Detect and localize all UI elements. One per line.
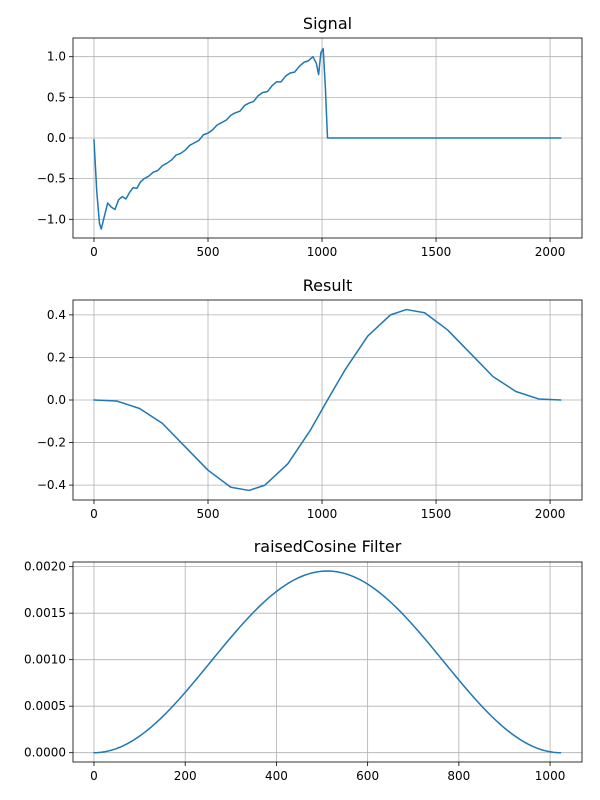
result-x-tick-label: 1000 — [307, 507, 338, 521]
result-plot-title: Result — [303, 276, 352, 295]
result-x-tick-label: 2000 — [535, 507, 566, 521]
signal-y-tick-label: −0.5 — [37, 172, 66, 186]
signal-series-line — [93, 47, 562, 230]
signal-axes-frame — [72, 37, 583, 239]
raised-cosine-plot: raisedCosine Filter 0 200 400 600 800 1000 0.0… — [24, 537, 583, 783]
raised-cosine-x-tick-label: 600 — [356, 769, 379, 783]
signal-y-tick-label: 0.5 — [47, 90, 66, 104]
result-y-tick-label: −0.4 — [37, 478, 66, 492]
raised-cosine-plot-title: raisedCosine Filter — [254, 537, 402, 556]
signal-x-tick-label: 1000 — [307, 245, 338, 259]
result-plot: Result 0 500 1000 1500 2000 −0.4 −0.2 0.0 0.2 0.4 — [37, 276, 583, 521]
raised-cosine-y-tick-label: 0.0000 — [24, 746, 66, 760]
signal-x-tick-label: 500 — [197, 245, 220, 259]
signal-plot: Signal 0 500 1000 1500 2000 −1.0 −0.5 0.0 0.5 1.0 — [37, 14, 583, 259]
raised-cosine-x-tick-label: 400 — [265, 769, 288, 783]
result-y-tick-label: 0.2 — [47, 350, 66, 364]
signal-x-tick-label: 0 — [90, 245, 98, 259]
result-axes-frame — [72, 299, 583, 501]
result-y-tick-label: 0.0 — [47, 393, 66, 407]
signal-x-tick-label: 1500 — [421, 245, 452, 259]
signal-y-tick-label: −1.0 — [37, 212, 66, 226]
result-series — [93, 308, 562, 492]
signal-plot-title: Signal — [303, 14, 352, 33]
result-x-tick-label: 500 — [197, 507, 220, 521]
result-x-tick-label: 1500 — [421, 507, 452, 521]
result-y-tick-label: −0.2 — [37, 436, 66, 450]
raised-cosine-x-tick-label: 1000 — [535, 769, 566, 783]
raised-cosine-series-line — [93, 570, 562, 754]
result-series-line — [93, 308, 562, 492]
signal-y-tick-label: 1.0 — [47, 50, 66, 64]
raised-cosine-axes-frame — [72, 561, 583, 763]
raised-cosine-y-tick-label: 0.0010 — [24, 653, 66, 667]
raised-cosine-grid — [73, 562, 582, 762]
signal-y-tick-label: 0.0 — [47, 131, 66, 145]
raised-cosine-y-tick-label: 0.0005 — [24, 699, 66, 713]
signal-x-tick-label: 2000 — [535, 245, 566, 259]
raised-cosine-y-tick-label: 0.0020 — [24, 560, 66, 574]
result-ticks: 0 500 1000 1500 2000 −0.4 −0.2 0.0 0.2 0.4 — [37, 308, 565, 521]
result-y-tick-label: 0.4 — [47, 308, 66, 322]
raised-cosine-x-tick-label: 800 — [447, 769, 470, 783]
result-x-tick-label: 0 — [90, 507, 98, 521]
signal-ticks: 0 500 1000 1500 2000 −1.0 −0.5 0.0 0.5 1.0 — [37, 50, 565, 259]
raised-cosine-series — [93, 570, 562, 754]
signal-series — [93, 47, 562, 230]
raised-cosine-y-tick-label: 0.0015 — [24, 606, 66, 620]
raised-cosine-ticks: 0 200 400 600 800 1000 0.0000 0.0005 0.0010 0.001… — [24, 560, 565, 783]
raised-cosine-x-tick-label: 200 — [174, 769, 197, 783]
raised-cosine-x-tick-label: 0 — [90, 769, 98, 783]
